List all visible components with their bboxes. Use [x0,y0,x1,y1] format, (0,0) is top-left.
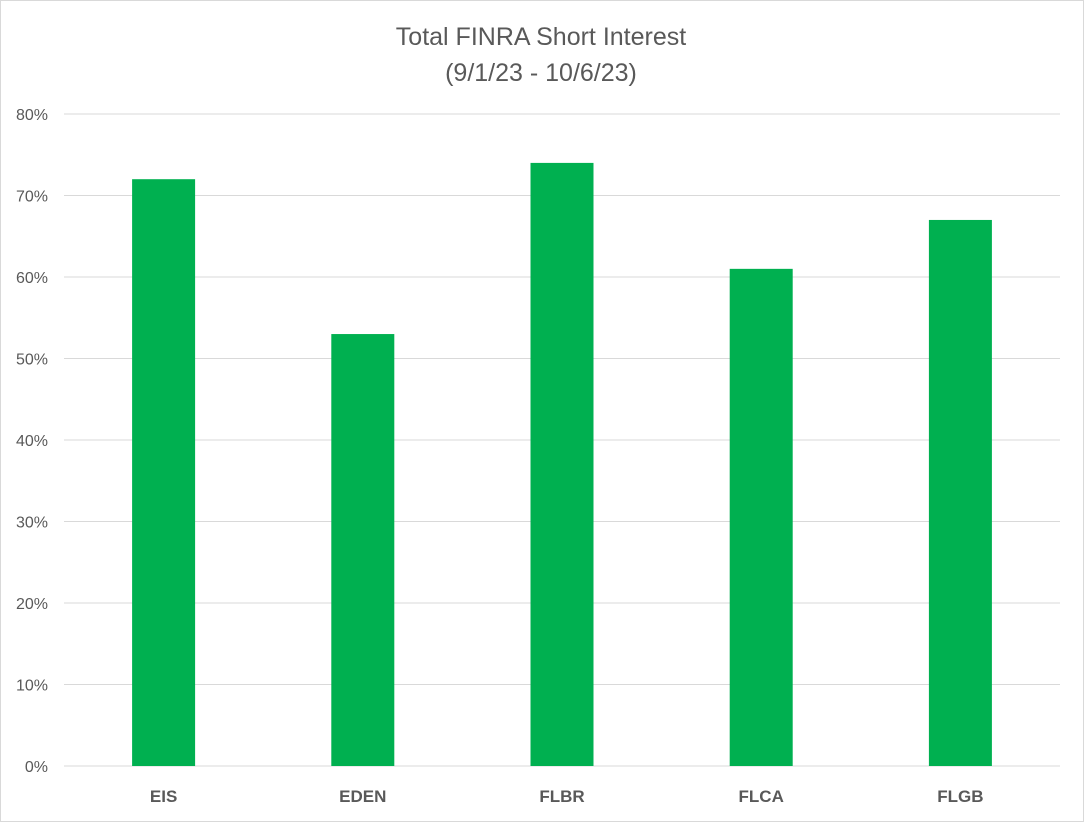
y-tick-label: 30% [16,515,48,532]
bar-flgb [928,219,992,766]
bars [132,162,992,766]
y-tick-label: 20% [16,596,48,613]
y-tick-label: 70% [16,189,48,206]
x-tick-label-eis: EIS [150,787,177,806]
x-tick-label-flgb: FLGB [937,787,983,806]
y-tick-label: 0% [25,759,48,776]
x-axis-tick-labels: EIS EDEN FLBR FLCA FLGB [150,787,984,806]
bar-flbr [530,162,594,766]
bar-eis [132,179,196,766]
x-tick-label-flbr: FLBR [539,787,584,806]
x-tick-label-eden: EDEN [339,787,386,806]
y-tick-label: 40% [16,433,48,450]
bar-eden [331,334,395,766]
bar-flca [729,268,793,766]
y-tick-label: 10% [16,678,48,695]
y-tick-label: 80% [16,107,48,124]
x-tick-label-flca: FLCA [739,787,784,806]
chart-title: Total FINRA Short Interest [396,23,686,51]
y-tick-label: 60% [16,270,48,287]
y-axis-tick-labels: 0% 10% 20% 30% 40% 50% 60% 70% 80% [16,107,48,776]
chart-subtitle: (9/1/23 - 10/6/23) [445,59,637,87]
y-tick-label: 50% [16,352,48,369]
